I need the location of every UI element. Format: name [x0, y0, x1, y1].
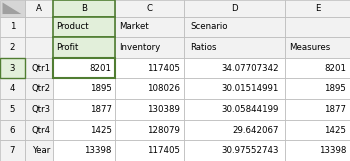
Text: 30.97552743: 30.97552743: [221, 146, 279, 155]
Text: 29.642067: 29.642067: [232, 126, 279, 135]
Bar: [53, 99, 116, 120]
Text: 1877: 1877: [324, 105, 346, 114]
Text: B: B: [81, 4, 87, 13]
Bar: [184, 120, 285, 140]
Bar: [25, 140, 53, 161]
Text: Product: Product: [56, 22, 89, 31]
Bar: [53, 17, 116, 37]
Bar: [0, 37, 25, 58]
Text: 8201: 8201: [324, 64, 346, 73]
Bar: [285, 78, 350, 99]
Text: 34.07707342: 34.07707342: [221, 64, 279, 73]
Bar: [25, 78, 53, 99]
Text: 6: 6: [10, 126, 15, 135]
Bar: [285, 58, 350, 78]
Bar: [184, 37, 285, 58]
Text: 128079: 128079: [147, 126, 180, 135]
Bar: [25, 120, 53, 140]
Bar: [25, 58, 53, 78]
Text: Qtr4: Qtr4: [32, 126, 51, 135]
Text: Market: Market: [120, 22, 149, 31]
Text: 108026: 108026: [147, 84, 180, 93]
Bar: [116, 99, 184, 120]
Text: 7: 7: [10, 146, 15, 155]
Text: 117405: 117405: [147, 146, 180, 155]
Bar: [25, 99, 53, 120]
Bar: [116, 140, 184, 161]
Text: 1895: 1895: [324, 84, 346, 93]
Text: 3: 3: [10, 64, 15, 73]
Bar: [184, 78, 285, 99]
Bar: [116, 58, 184, 78]
Bar: [116, 120, 184, 140]
Text: 1425: 1425: [324, 126, 346, 135]
Text: 130389: 130389: [147, 105, 180, 114]
Bar: [25, 0, 53, 17]
Text: 2: 2: [10, 43, 15, 52]
Text: Ratios: Ratios: [190, 43, 217, 52]
Text: Year: Year: [33, 146, 51, 155]
Bar: [116, 0, 184, 17]
Text: 30.05844199: 30.05844199: [221, 105, 279, 114]
Text: 1425: 1425: [90, 126, 112, 135]
Bar: [285, 99, 350, 120]
Bar: [0, 0, 25, 17]
Text: 117405: 117405: [147, 64, 180, 73]
Bar: [116, 37, 184, 58]
Text: Profit: Profit: [56, 43, 79, 52]
Text: 30.01514991: 30.01514991: [221, 84, 279, 93]
Bar: [0, 99, 25, 120]
Text: Scenario: Scenario: [190, 22, 228, 31]
Bar: [53, 140, 116, 161]
Text: Measures: Measures: [289, 43, 330, 52]
Text: E: E: [315, 4, 320, 13]
Bar: [53, 37, 116, 58]
Bar: [53, 0, 116, 17]
Bar: [53, 58, 116, 78]
Bar: [53, 120, 116, 140]
Text: 13398: 13398: [319, 146, 346, 155]
Bar: [0, 120, 25, 140]
Bar: [285, 0, 350, 17]
Bar: [0, 58, 25, 78]
Bar: [184, 0, 285, 17]
Bar: [25, 37, 53, 58]
Bar: [184, 140, 285, 161]
Text: 1895: 1895: [90, 84, 112, 93]
Bar: [285, 140, 350, 161]
Bar: [116, 78, 184, 99]
Polygon shape: [2, 2, 21, 14]
Bar: [285, 17, 350, 37]
Text: 1877: 1877: [90, 105, 112, 114]
Bar: [184, 17, 285, 37]
Bar: [285, 37, 350, 58]
Text: 8201: 8201: [90, 64, 112, 73]
Text: Qtr2: Qtr2: [32, 84, 51, 93]
Text: D: D: [231, 4, 238, 13]
Text: A: A: [36, 4, 42, 13]
Text: 1: 1: [10, 22, 15, 31]
Text: 5: 5: [10, 105, 15, 114]
Bar: [116, 17, 184, 37]
Bar: [184, 58, 285, 78]
Text: 4: 4: [10, 84, 15, 93]
Bar: [25, 17, 53, 37]
Bar: [0, 17, 25, 37]
Text: Qtr3: Qtr3: [32, 105, 51, 114]
Text: Qtr1: Qtr1: [32, 64, 51, 73]
Bar: [53, 78, 116, 99]
Bar: [184, 99, 285, 120]
Bar: [285, 120, 350, 140]
Bar: [0, 140, 25, 161]
Text: 13398: 13398: [84, 146, 112, 155]
Text: Inventory: Inventory: [120, 43, 161, 52]
Bar: [0, 78, 25, 99]
Text: C: C: [147, 4, 153, 13]
